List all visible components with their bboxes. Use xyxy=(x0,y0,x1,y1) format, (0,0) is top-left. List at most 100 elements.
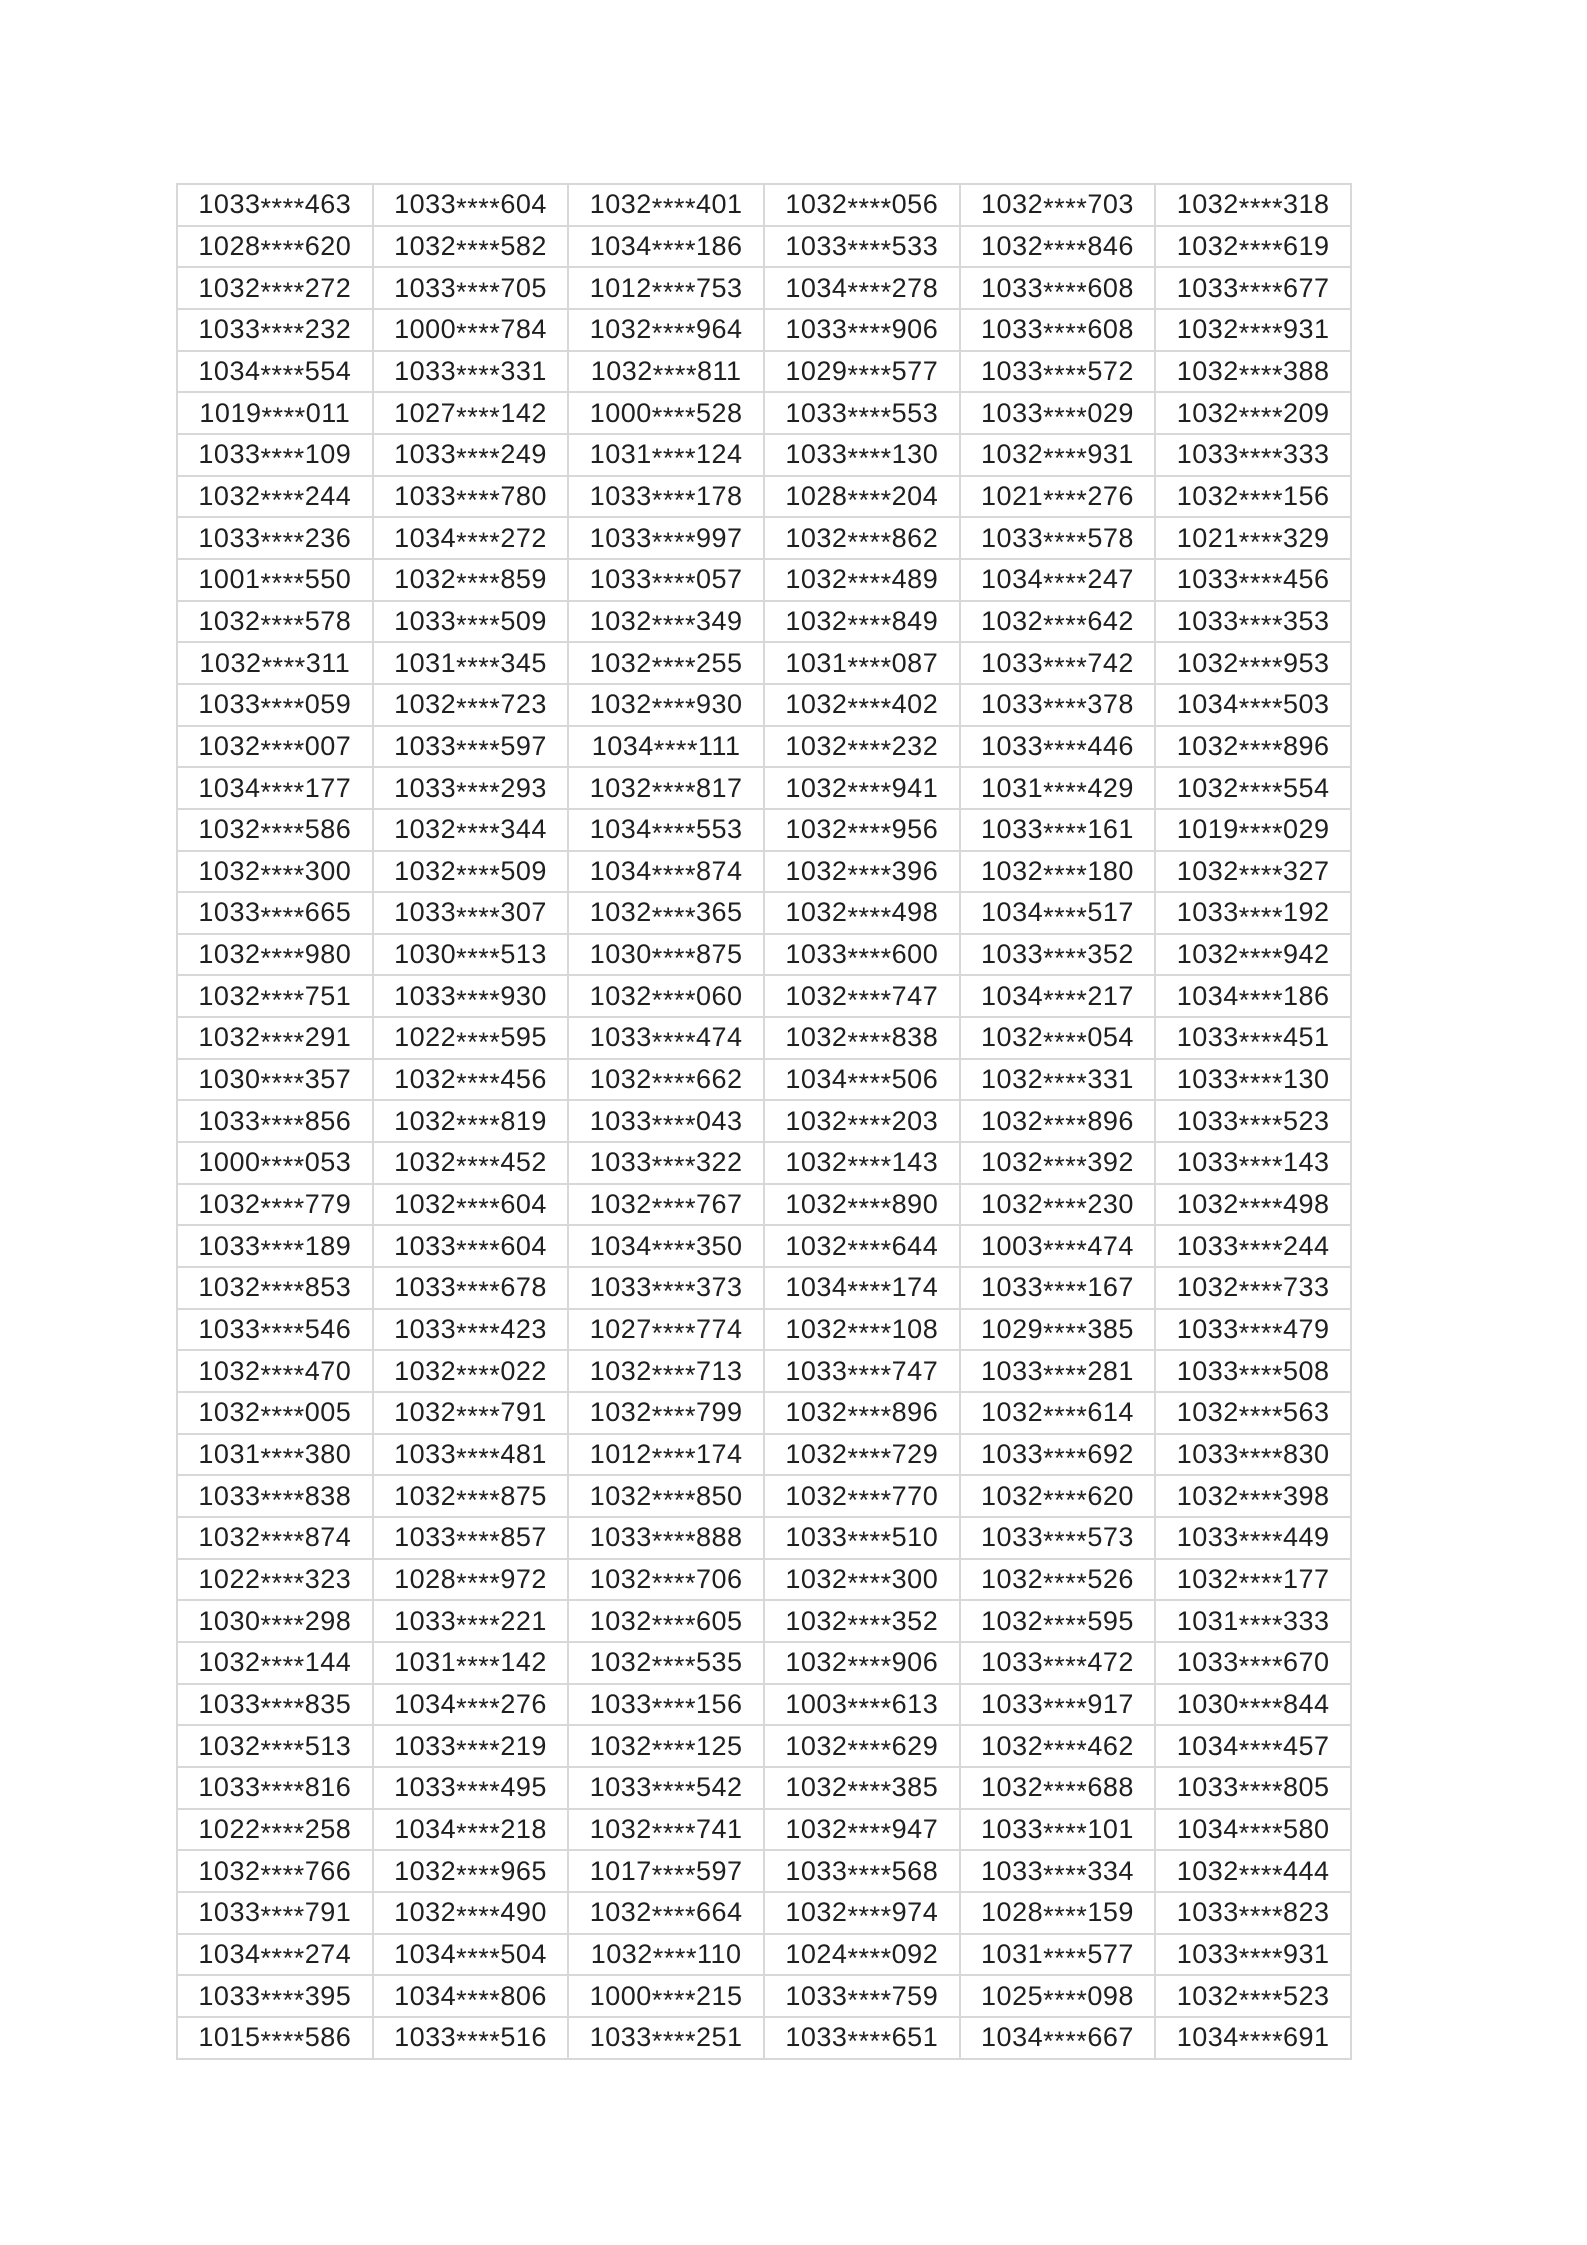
mask-asterisks: **** xyxy=(1043,1151,1088,1182)
mask-asterisks: **** xyxy=(456,1151,501,1182)
mask-asterisks: **** xyxy=(260,443,305,474)
masked-id-cell: 1032****513 xyxy=(176,1724,374,1768)
masked-id-cell: 1033****189 xyxy=(176,1224,374,1269)
mask-asterisks: **** xyxy=(1043,1776,1088,1807)
masked-id-cell: 1033****608 xyxy=(958,266,1157,310)
mask-asterisks: **** xyxy=(1238,1151,1283,1182)
mask-asterisks: **** xyxy=(651,484,696,515)
masked-id-cell: 1033****608 xyxy=(958,307,1157,352)
table-row: 1033****395 1034****806 1000****215 1033***… xyxy=(176,1974,1352,2018)
mask-asterisks: **** xyxy=(1043,1526,1088,1557)
mask-asterisks: **** xyxy=(1043,693,1088,724)
masked-id-cell: 1032****388 xyxy=(1154,349,1352,394)
mask-asterisks: **** xyxy=(1238,984,1283,1015)
mask-asterisks: **** xyxy=(456,651,501,682)
mask-asterisks: **** xyxy=(456,1318,501,1349)
mask-asterisks: **** xyxy=(456,1817,501,1848)
mask-asterisks: **** xyxy=(456,318,501,349)
mask-asterisks: **** xyxy=(651,401,696,432)
masked-id-cell: 1033****495 xyxy=(371,1765,570,1810)
mask-asterisks: **** xyxy=(1238,1193,1283,1224)
mask-asterisks: **** xyxy=(1043,1859,1088,1890)
masked-id-cell: 1032****232 xyxy=(762,724,961,769)
masked-id-cell: 1021****276 xyxy=(958,474,1157,519)
masked-id-cell: 1033****791 xyxy=(176,1890,374,1935)
table-row: 1032****244 1033****780 1033****178 1028***… xyxy=(176,474,1352,519)
masked-id-cell: 1032****741 xyxy=(567,1807,765,1852)
masked-id-cell: 1034****218 xyxy=(371,1807,570,1852)
masked-id-cell: 1027****774 xyxy=(567,1307,765,1352)
masked-id-cell: 1034****506 xyxy=(762,1057,961,1102)
mask-asterisks: **** xyxy=(651,1651,696,1682)
masked-id-cell: 1033****665 xyxy=(176,891,374,935)
mask-asterisks: **** xyxy=(651,651,696,682)
table-row: 1032****470 1032****022 1032****713 1033***… xyxy=(176,1349,1352,1394)
masked-id-cell: 1034****517 xyxy=(958,891,1157,935)
masked-id-cell: 1032****523 xyxy=(1154,1974,1352,2018)
mask-asterisks: **** xyxy=(260,1859,305,1890)
mask-asterisks: **** xyxy=(1043,1026,1088,1057)
masked-id-cell: 1033****542 xyxy=(567,1765,765,1810)
masked-id-cell: 1033****604 xyxy=(371,1224,570,1269)
masked-id-cell: 1033****479 xyxy=(1154,1307,1352,1352)
masked-id-cell: 1033****578 xyxy=(958,516,1157,560)
masked-id-cell: 1033****161 xyxy=(958,807,1157,852)
mask-asterisks: **** xyxy=(260,1151,305,1182)
mask-asterisks: **** xyxy=(1238,1443,1283,1474)
mask-asterisks: **** xyxy=(651,1234,696,1265)
masked-id-cell: 1034****274 xyxy=(176,1932,374,1977)
masked-id-cell: 1032****563 xyxy=(1154,1391,1352,1435)
mask-asterisks: **** xyxy=(847,1443,892,1474)
mask-asterisks: **** xyxy=(456,1776,501,1807)
mask-asterisks: **** xyxy=(1238,1942,1283,1973)
masked-id-cell: 1033****156 xyxy=(567,1682,765,1727)
masked-id-cell: 1033****451 xyxy=(1154,1016,1352,1060)
mask-asterisks: **** xyxy=(651,1568,696,1599)
mask-asterisks: **** xyxy=(260,943,305,974)
mask-asterisks: **** xyxy=(260,1984,305,2015)
mask-asterisks: **** xyxy=(1238,1568,1283,1599)
masked-id-cell: 1033****232 xyxy=(176,307,374,352)
mask-asterisks: **** xyxy=(847,1859,892,1890)
masked-id-cell: 1032****838 xyxy=(762,1016,961,1060)
mask-asterisks: **** xyxy=(651,193,696,224)
mask-asterisks: **** xyxy=(456,193,501,224)
mask-asterisks: **** xyxy=(456,1901,501,1932)
masked-id-cell: 1032****799 xyxy=(567,1391,765,1435)
table-row: 1033****232 1000****784 1032****964 1033***… xyxy=(176,307,1352,352)
mask-asterisks: **** xyxy=(260,360,305,390)
mask-asterisks: **** xyxy=(1238,193,1283,224)
mask-asterisks: **** xyxy=(1043,1984,1088,2015)
mask-asterisks: **** xyxy=(1238,318,1283,349)
masked-id-cell: 1031****345 xyxy=(371,641,570,685)
masked-id-cell: 1032****664 xyxy=(567,1890,765,1935)
masked-id-cell: 1032****595 xyxy=(958,1599,1157,1643)
mask-asterisks: **** xyxy=(847,693,892,724)
masked-id-cell: 1032****209 xyxy=(1154,391,1352,435)
table-row: 1033****665 1033****307 1032****365 1032***… xyxy=(176,891,1352,935)
masked-id-cell: 1033****747 xyxy=(762,1349,961,1394)
masked-id-cell: 1033****705 xyxy=(371,266,570,310)
mask-asterisks: **** xyxy=(260,818,305,849)
table-row: 1034****274 1034****504 1032****110 1024***… xyxy=(176,1932,1352,1977)
masked-id-cell: 1033****835 xyxy=(176,1682,374,1727)
mask-asterisks: **** xyxy=(260,276,305,307)
masked-id-cell: 1032****300 xyxy=(762,1557,961,1602)
masked-id-cell: 1032****620 xyxy=(958,1474,1157,1518)
mask-asterisks: **** xyxy=(1043,443,1088,474)
masked-id-cell: 1030****357 xyxy=(176,1057,374,1102)
masked-id-cell: 1024****092 xyxy=(762,1932,961,1977)
masked-id-cell: 1000****053 xyxy=(176,1141,374,1185)
masked-id-cell: 1032****729 xyxy=(762,1432,961,1477)
masked-id-cell: 1030****513 xyxy=(371,932,570,977)
mask-asterisks: **** xyxy=(456,1734,501,1765)
masked-id-cell: 1029****385 xyxy=(958,1307,1157,1352)
mask-asterisks: **** xyxy=(1043,1068,1088,1099)
masked-id-cell: 1033****423 xyxy=(371,1307,570,1352)
mask-asterisks: **** xyxy=(651,1484,696,1515)
table-row: 1033****835 1034****276 1033****156 1003***… xyxy=(176,1682,1352,1727)
masked-id-cell: 1032****586 xyxy=(176,807,374,852)
masked-id-cell: 1034****186 xyxy=(1154,974,1352,1019)
mask-asterisks: **** xyxy=(652,1942,697,1973)
